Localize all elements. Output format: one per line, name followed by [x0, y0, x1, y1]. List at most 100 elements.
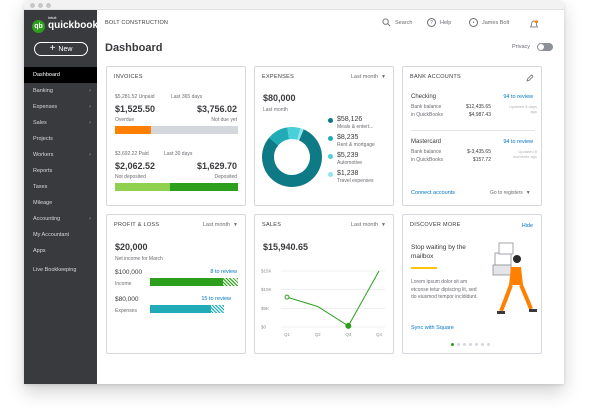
sidebar-item-sales[interactable]: Sales › — [24, 115, 97, 131]
sidebar-item-taxes[interactable]: Taxes — [24, 179, 97, 195]
expenses-card[interactable]: EXPENSES Last month ▼ $80,000 Last month … — [254, 66, 394, 206]
bank-accounts-card[interactable]: BANK ACCOUNTS Checking 94 to review Bank b… — [402, 66, 542, 206]
carousel-dots — [451, 343, 493, 346]
sidebar-item-dashboard[interactable]: Dashboard — [24, 67, 97, 83]
x-tick-label: Q3 — [345, 332, 352, 337]
sales-data-point[interactable] — [284, 294, 290, 300]
expense-legend-item[interactable]: $8,235 Rent & mortgage — [328, 133, 392, 151]
user-menu[interactable]: • James Bolt — [469, 18, 509, 27]
unpaid-bar[interactable] — [115, 126, 238, 134]
profit-loss-card[interactable]: PROFIT & LOSS Last month ▼ $20,000 Net in… — [106, 214, 246, 354]
profit-loss-title: PROFIT & LOSS — [114, 222, 160, 228]
logo-intuit: intuit — [48, 15, 57, 20]
notdeposited-bar-segment[interactable] — [115, 183, 171, 191]
legend-dot-icon — [328, 118, 333, 123]
sidebar-item-workers[interactable]: Workers › — [24, 147, 97, 163]
chevron-right-icon: › — [89, 120, 91, 126]
qb-balance-value: $157.72 — [472, 157, 491, 163]
income-label: Income — [115, 281, 132, 287]
account-review-link[interactable]: 94 to review — [503, 139, 533, 145]
sales-series-line[interactable] — [286, 270, 380, 327]
donut-slice[interactable] — [262, 129, 322, 187]
expenses-period-select[interactable]: Last month ▼ — [351, 74, 386, 80]
sidebar-item-apps[interactable]: Apps — [24, 243, 97, 259]
income-review-link[interactable]: 8 to review — [210, 269, 237, 275]
carousel-dot[interactable] — [475, 343, 478, 346]
donut-slice[interactable] — [297, 128, 304, 141]
expense-legend-item[interactable]: $1,238 Travel expenses — [328, 169, 392, 187]
expense-legend-item[interactable]: $58,126 Meals & entert... — [328, 115, 392, 133]
carousel-dot[interactable] — [481, 343, 484, 346]
income-bar[interactable] — [150, 278, 238, 286]
sales-total: $15,940.65 — [263, 242, 309, 252]
minimize-dot[interactable] — [38, 3, 43, 8]
sidebar-item-label: Expenses — [33, 104, 58, 110]
privacy-label: Privacy — [512, 44, 531, 50]
invoices-card[interactable]: INVOICES $5,281.52 Unpaid Last 365 days … — [106, 66, 246, 206]
hide-link[interactable]: Hide — [521, 223, 533, 229]
account-review-link[interactable]: 94 to review — [503, 94, 533, 100]
overdue-bar-segment[interactable] — [115, 126, 151, 134]
sidebar-item-mileage[interactable]: Mileage — [24, 195, 97, 211]
pencil-icon[interactable] — [526, 74, 534, 82]
search-label: Search — [395, 19, 413, 26]
user-icon: • — [469, 18, 478, 27]
notdue-value: $3,756.02 — [196, 104, 237, 114]
sidebar-item-label: Projects — [33, 136, 53, 142]
privacy-toggle[interactable] — [537, 43, 553, 51]
user-name: James Bolt — [482, 19, 510, 26]
close-dot[interactable] — [30, 3, 35, 8]
search-button[interactable]: Search — [382, 18, 412, 27]
sidebar-item-label: Apps — [33, 248, 46, 254]
donut-slice[interactable] — [287, 127, 301, 140]
net-income-value: $20,000 — [115, 242, 148, 252]
sidebar-item-my-accountant[interactable]: My Accountant — [24, 227, 97, 243]
delivery-person-illustration — [492, 242, 537, 314]
help-button[interactable]: ? Help — [427, 18, 451, 27]
qb-balance-label: in QuickBooks — [411, 112, 443, 118]
pl-period-select[interactable]: Last month ▼ — [203, 222, 238, 228]
expense-legend-item[interactable]: $5,239 Automotive — [328, 151, 392, 169]
go-to-registers-label: Go to registers — [490, 190, 523, 196]
new-button[interactable]: + New — [34, 42, 88, 56]
discover-body: Lorem ipsum dolor sit am etconse tetur d… — [411, 279, 478, 300]
sales-period-label: Last month — [350, 222, 379, 228]
sidebar-item-expenses[interactable]: Expenses › — [24, 99, 97, 115]
connect-accounts-link[interactable]: Connect accounts — [411, 190, 456, 196]
expense-value: $5,239 — [337, 152, 359, 159]
sidebar-item-reports[interactable]: Reports — [24, 163, 97, 179]
sidebar-nav: Dashboard Banking › Expenses › Sales › Projects… — [24, 67, 97, 281]
carousel-dot[interactable] — [487, 343, 490, 346]
bank-balance-value: $-3,435.65 — [467, 149, 491, 155]
quickbooks-logo[interactable]: qb quickbooks — [32, 18, 104, 34]
y-tick-label: $5K — [261, 306, 269, 311]
sidebar-item-label: Workers — [33, 152, 54, 158]
maximize-dot[interactable] — [46, 3, 51, 8]
sidebar-item-accounting[interactable]: Accounting › — [24, 211, 97, 227]
notification-icon[interactable] — [530, 20, 538, 29]
sidebar-item-label: My Accountant — [33, 232, 70, 238]
sales-card[interactable]: SALES Last month ▼ $15,940.65 $15K $10K $5K… — [254, 214, 394, 354]
sales-line-chart[interactable]: $15K $10K $5K $0 Q1 Q2 Q3 Q4 — [259, 265, 391, 341]
carousel-dot[interactable] — [469, 343, 472, 346]
paid-bar[interactable] — [115, 183, 238, 191]
sales-period-select[interactable]: Last month ▼ — [351, 222, 386, 228]
carousel-dot[interactable] — [457, 343, 460, 346]
carousel-dot[interactable] — [451, 343, 454, 346]
discover-more-card[interactable]: DISCOVER MORE Hide Stop waiting by the m… — [402, 214, 542, 354]
go-to-registers-select[interactable]: Go to registers ▼ — [490, 190, 531, 196]
expenses-review-link[interactable]: 15 to review — [201, 296, 231, 302]
donut-slice[interactable] — [269, 127, 290, 146]
sync-square-link[interactable]: Sync with Square — [411, 325, 454, 331]
legend-dot-icon — [328, 172, 333, 177]
invoices-paid-period: Last 30 days — [164, 151, 193, 157]
sidebar-item-live-bookkeeping[interactable]: Live Bookkeeping — [24, 259, 97, 281]
plus-icon: + — [49, 43, 56, 54]
expenses-donut-chart[interactable] — [260, 125, 324, 189]
carousel-dot[interactable] — [463, 343, 466, 346]
sales-data-point[interactable] — [345, 322, 352, 329]
sidebar-item-projects[interactable]: Projects — [24, 131, 97, 147]
expenses-bar[interactable] — [150, 305, 224, 313]
sidebar-item-banking[interactable]: Banking › — [24, 83, 97, 99]
expenses-bar-fill — [150, 305, 211, 313]
